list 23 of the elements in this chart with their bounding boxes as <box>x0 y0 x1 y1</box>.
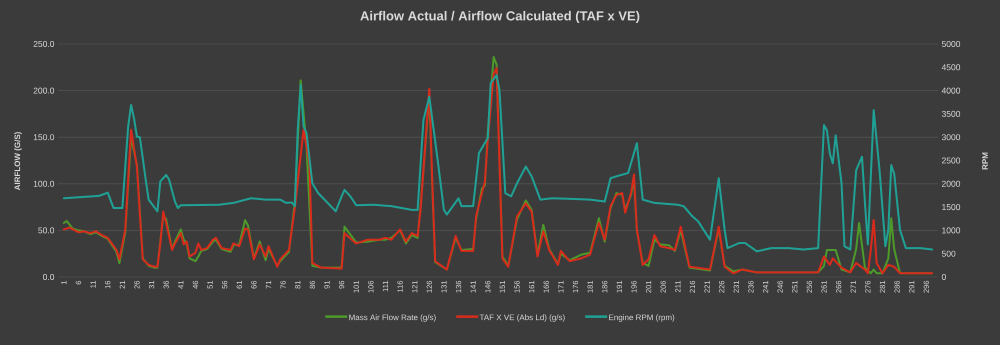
chart-title: Airflow Actual / Airflow Calculated (TAF x VE) <box>360 10 640 24</box>
y2-tick-label: 500 <box>942 250 956 257</box>
y2-tick-label: 0 <box>942 274 946 280</box>
y2-tick-label: 3000 <box>942 134 960 140</box>
y-tick-label: 250.0 <box>34 40 54 47</box>
y-tick-label: 200.0 <box>34 88 54 94</box>
y-tick-label: 0.0 <box>42 274 54 280</box>
y2-tick-label: 5000 <box>942 41 960 48</box>
legend-label: TAF X VE (Abs Ld) (g/s) <box>480 314 565 322</box>
y-tick-label: 150.0 <box>34 134 54 140</box>
y2-tick-label: 2000 <box>942 180 960 187</box>
y2-tick-label: 4000 <box>942 88 960 94</box>
y2-tick-label: 4500 <box>942 64 960 70</box>
y2-axis-title: RPM <box>982 152 988 170</box>
y-tick-label: 100.0 <box>34 180 54 187</box>
y-tick-label: 50.0 <box>38 227 54 234</box>
y2-tick-label: 3500 <box>942 110 960 117</box>
legend-label: Mass Air Flow Rate (g/s) <box>349 314 436 322</box>
y2-tick-label: 2500 <box>942 158 960 164</box>
y2-tick-label: 1500 <box>942 204 960 210</box>
y2-tick-label: 1000 <box>942 227 960 234</box>
y-axis-title: AIRFLOW (G/S) <box>14 132 22 190</box>
legend-label: Engine RPM (rpm) <box>609 314 674 322</box>
